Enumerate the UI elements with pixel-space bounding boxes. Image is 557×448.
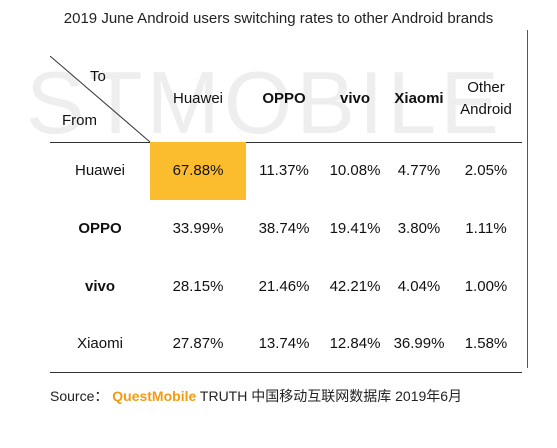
- table-cell: 21.46%: [258, 278, 310, 295]
- chart-title: 2019 June Android users switching rates …: [63, 10, 494, 27]
- corner-cell: To From: [50, 56, 150, 142]
- table-cell: 4.04%: [397, 278, 441, 295]
- table-cell: 42.21%: [329, 278, 381, 295]
- table-cell: 38.74%: [258, 220, 310, 237]
- table-cell: 28.15%: [172, 278, 224, 295]
- switching-rate-table: To From Huawei OPPO vivo Xiaomi Other An…: [50, 56, 522, 373]
- column-header: OPPO: [262, 90, 306, 107]
- table-cell: 12.84%: [329, 335, 381, 352]
- table-cell: 33.99%: [172, 220, 224, 237]
- table-row: OPPO 33.99% 38.74% 19.41% 3.80% 1.11%: [50, 200, 522, 258]
- table-cell: 19.41%: [329, 220, 381, 237]
- table-cell: 13.74%: [258, 335, 310, 352]
- source-note: Source： QuestMobile TRUTH 中国移动互联网数据库 201…: [50, 386, 462, 406]
- table-cell: 2.05%: [464, 162, 508, 179]
- table-cell: 1.11%: [465, 220, 507, 237]
- diagonal-divider: [50, 56, 150, 142]
- column-header: Xiaomi: [394, 90, 444, 107]
- column-header: vivo: [339, 90, 370, 107]
- table-row: Xiaomi 27.87% 13.74% 12.84% 36.99% 1.58%: [50, 316, 522, 373]
- corner-from-label: From: [62, 112, 97, 129]
- table-row: vivo 28.15% 21.46% 42.21% 4.04% 1.00%: [50, 258, 522, 316]
- table-cell: 1.58%: [464, 335, 508, 352]
- table-cell: 27.87%: [172, 335, 224, 352]
- corner-to-label: To: [90, 68, 106, 85]
- column-header: Huawei: [172, 90, 224, 107]
- table-row: Huawei 67.88% 11.37% 10.08% 4.77% 2.05%: [50, 142, 522, 200]
- row-header: Xiaomi: [77, 335, 123, 352]
- table-cell: 4.77%: [397, 162, 441, 179]
- table-cell: 11.37%: [259, 162, 309, 179]
- table-cell: 1.00%: [464, 278, 508, 295]
- table-cell: 3.80%: [397, 220, 441, 237]
- row-header: vivo: [84, 278, 115, 295]
- row-header: OPPO: [78, 220, 122, 237]
- source-suffix: TRUTH 中国移动互联网数据库 2019年6月: [196, 388, 463, 404]
- table-cell: 36.99%: [393, 335, 445, 352]
- row-header: Huawei: [74, 162, 126, 179]
- column-header: Other Android: [460, 79, 512, 118]
- right-border-line: [527, 30, 528, 368]
- table-cell: 10.08%: [329, 162, 381, 179]
- header-row: To From Huawei OPPO vivo Xiaomi Other An…: [50, 56, 522, 143]
- table-cell-highlighted: 67.88%: [150, 142, 246, 200]
- source-prefix: Source：: [50, 388, 113, 404]
- source-brand: QuestMobile: [112, 388, 197, 404]
